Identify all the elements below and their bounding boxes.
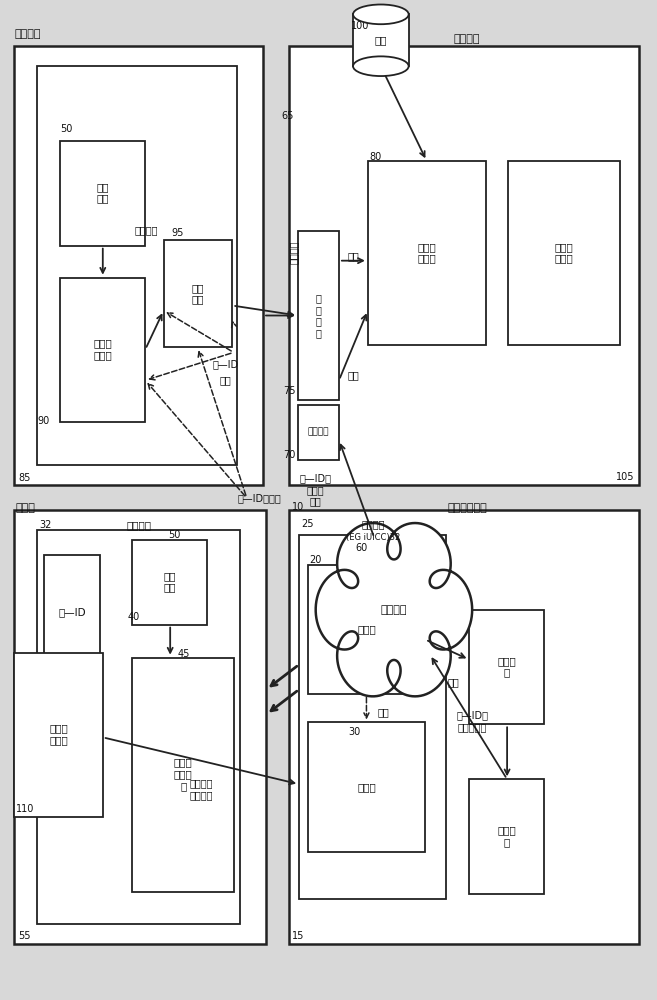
Text: 请求: 请求 <box>378 707 390 717</box>
Text: 唯—ID、令牌: 唯—ID、令牌 <box>238 493 282 503</box>
Text: 110: 110 <box>16 804 34 814</box>
Text: 75: 75 <box>283 386 296 396</box>
Text: 90: 90 <box>37 416 50 426</box>
Text: 15: 15 <box>292 931 304 941</box>
FancyBboxPatch shape <box>14 653 102 817</box>
Text: 比较
电路: 比较 电路 <box>191 283 204 304</box>
Text: 50: 50 <box>60 124 73 134</box>
Text: 令牌: 令牌 <box>220 375 232 385</box>
Text: 数据报告设备: 数据报告设备 <box>447 503 487 513</box>
Text: 数据: 数据 <box>348 251 359 261</box>
FancyBboxPatch shape <box>14 510 266 944</box>
Text: 45: 45 <box>177 649 189 659</box>
Text: 第
三
接
口: 第 三 接 口 <box>315 293 321 338</box>
Text: 30: 30 <box>348 727 361 737</box>
Text: 安全域: 安全域 <box>357 782 376 792</box>
Text: 保密
数据: 保密 数据 <box>164 571 177 593</box>
Text: 认证设备: 认证设备 <box>14 29 41 39</box>
FancyBboxPatch shape <box>132 540 208 625</box>
Text: 40: 40 <box>128 612 140 622</box>
Text: 85: 85 <box>18 473 31 483</box>
Text: 保密
数据: 保密 数据 <box>97 182 109 204</box>
Text: 25: 25 <box>301 519 313 529</box>
Text: 10: 10 <box>292 502 304 512</box>
FancyBboxPatch shape <box>37 530 240 924</box>
Text: 第一接口: 第一接口 <box>307 428 329 437</box>
Text: 令牌: 令牌 <box>447 677 459 687</box>
Text: 80: 80 <box>369 152 381 162</box>
Text: 20: 20 <box>309 555 321 565</box>
Text: 通信接
口: 通信接 口 <box>498 825 516 847</box>
FancyBboxPatch shape <box>60 278 145 422</box>
Text: 安全域: 安全域 <box>16 503 35 513</box>
Text: (EG iUICC)32: (EG iUICC)32 <box>346 533 400 542</box>
Text: 目的设备: 目的设备 <box>454 34 480 44</box>
FancyBboxPatch shape <box>469 610 545 724</box>
Text: 认证结果: 认证结果 <box>289 241 299 264</box>
Ellipse shape <box>353 56 409 76</box>
Text: 105: 105 <box>616 472 635 482</box>
Text: 32: 32 <box>39 520 52 530</box>
Text: 日志: 日志 <box>374 35 387 45</box>
Text: 配置文件: 配置文件 <box>126 520 151 530</box>
Polygon shape <box>316 523 472 696</box>
Text: 60: 60 <box>355 543 367 553</box>
Text: 警报生
成电路: 警报生 成电路 <box>555 242 574 263</box>
Text: 唯—ID、
令牌、
数据: 唯—ID、 令牌、 数据 <box>300 473 332 507</box>
Text: 令牌生
成应用: 令牌生 成应用 <box>93 339 112 360</box>
FancyBboxPatch shape <box>164 240 233 347</box>
Text: 蜂窝网络: 蜂窝网络 <box>380 605 407 615</box>
FancyBboxPatch shape <box>298 231 339 400</box>
Text: 95: 95 <box>171 228 184 238</box>
FancyBboxPatch shape <box>37 66 237 465</box>
Text: 数据: 数据 <box>348 370 359 380</box>
FancyBboxPatch shape <box>289 46 639 485</box>
Text: 处理电
路: 处理电 路 <box>498 656 516 677</box>
Text: 令牌生
成小应
用: 令牌生 成小应 用 <box>174 758 193 791</box>
Text: 唯—ID: 唯—ID <box>58 607 86 617</box>
Text: 安全域: 安全域 <box>357 625 376 635</box>
FancyBboxPatch shape <box>132 658 234 892</box>
FancyBboxPatch shape <box>307 565 425 694</box>
Text: 100: 100 <box>351 21 370 31</box>
FancyBboxPatch shape <box>368 161 486 345</box>
Text: 数据处
理电路: 数据处 理电路 <box>417 242 436 263</box>
FancyBboxPatch shape <box>299 535 446 899</box>
FancyBboxPatch shape <box>298 405 339 460</box>
FancyBboxPatch shape <box>60 141 145 246</box>
FancyBboxPatch shape <box>307 722 425 852</box>
FancyBboxPatch shape <box>44 555 99 670</box>
FancyBboxPatch shape <box>14 46 263 485</box>
FancyBboxPatch shape <box>509 161 620 345</box>
Text: 安全配置
文件下载: 安全配置 文件下载 <box>189 778 213 800</box>
FancyBboxPatch shape <box>469 779 545 894</box>
Text: 安全模块: 安全模块 <box>361 519 385 529</box>
FancyBboxPatch shape <box>289 510 639 944</box>
FancyBboxPatch shape <box>353 14 409 66</box>
Text: 65: 65 <box>282 111 294 121</box>
Text: 50: 50 <box>169 530 181 540</box>
Text: 70: 70 <box>283 450 296 460</box>
Text: 唯—ID: 唯—ID <box>213 359 239 369</box>
Text: 订阅管
理平台: 订阅管 理平台 <box>49 724 68 745</box>
Text: 55: 55 <box>18 931 31 941</box>
Ellipse shape <box>353 5 409 24</box>
Text: 唯—ID、
令牌、数据: 唯—ID、 令牌、数据 <box>457 711 488 732</box>
Text: 比较令牌: 比较令牌 <box>135 225 158 235</box>
